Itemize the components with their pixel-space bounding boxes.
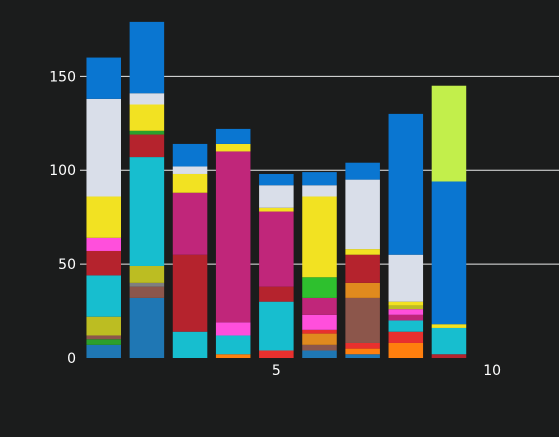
bar-segment xyxy=(129,286,165,298)
bar-segment xyxy=(345,254,380,283)
bar-segment xyxy=(345,342,380,349)
bar-segment xyxy=(86,250,121,276)
bar-segment xyxy=(388,320,424,332)
bar-stack xyxy=(388,113,424,358)
bar-stack xyxy=(259,173,294,358)
bar-segment xyxy=(302,196,337,278)
bar-segment xyxy=(129,130,165,135)
bar-segment xyxy=(129,21,165,94)
bar-segment xyxy=(345,297,380,343)
bar-segment xyxy=(302,297,337,315)
bar-stack xyxy=(172,143,208,358)
y-tick-label: 0 xyxy=(67,351,76,367)
bar-segment xyxy=(129,157,165,266)
bars xyxy=(86,21,467,358)
bar-segment xyxy=(86,275,121,317)
bar-segment xyxy=(345,249,380,255)
bar-segment xyxy=(215,151,251,323)
bar-segment xyxy=(129,134,165,158)
bar-stack xyxy=(302,172,337,358)
bar-segment xyxy=(172,192,208,255)
bar-segment xyxy=(388,254,424,302)
bar-segment xyxy=(302,350,337,358)
bar-segment xyxy=(172,173,208,193)
bar-stack xyxy=(86,57,121,358)
bar-segment xyxy=(215,354,251,358)
bar-segment xyxy=(172,143,208,167)
bar-stack xyxy=(215,128,251,358)
bar-segment xyxy=(302,333,337,345)
bar-segment xyxy=(129,104,165,131)
bar-segment xyxy=(431,327,467,355)
bar-segment xyxy=(345,179,380,250)
bar-segment xyxy=(345,348,380,355)
bar-segment xyxy=(345,354,380,358)
bar-segment xyxy=(86,339,121,345)
bar-segment xyxy=(259,211,294,287)
bar-segment xyxy=(302,314,337,330)
bar-stack xyxy=(129,21,165,358)
bar-segment xyxy=(129,93,165,105)
bar-segment xyxy=(172,166,208,174)
x-tick-label: 10 xyxy=(483,363,501,379)
bar-segment xyxy=(259,173,294,186)
bar-segment xyxy=(172,331,208,358)
bar-segment xyxy=(259,286,294,302)
bar-segment xyxy=(302,185,337,197)
bar-segment xyxy=(431,181,467,325)
bar-segment xyxy=(215,128,251,144)
bar-segment xyxy=(129,297,165,358)
bar-segment xyxy=(129,282,165,287)
bar-segment xyxy=(259,185,294,208)
bar-segment xyxy=(431,324,467,328)
bar-segment xyxy=(388,113,424,255)
bar-segment xyxy=(172,254,208,332)
bar-segment xyxy=(302,329,337,334)
bar-segment xyxy=(215,143,251,152)
bar-segment xyxy=(86,57,121,99)
y-tick-label: 50 xyxy=(58,257,76,273)
bar-segment xyxy=(215,322,251,336)
bar-segment xyxy=(388,331,424,343)
bar-segment xyxy=(345,282,380,298)
bar-segment xyxy=(345,162,380,180)
bar-segment xyxy=(388,314,424,321)
bar-segment xyxy=(86,196,121,238)
y-tick-label: 100 xyxy=(49,163,76,179)
x-tick-label: 5 xyxy=(272,363,281,379)
bar-segment xyxy=(86,316,121,336)
y-tick-label: 150 xyxy=(49,69,76,85)
bar-segment xyxy=(302,277,337,298)
bar-segment xyxy=(86,98,121,197)
bar-segment xyxy=(388,301,424,306)
bar-segment xyxy=(302,344,337,351)
bar-segment xyxy=(431,85,467,182)
bar-segment xyxy=(431,354,467,358)
bar-segment xyxy=(388,305,424,310)
bar-stack xyxy=(345,162,380,358)
bar-segment xyxy=(259,207,294,212)
bar-segment xyxy=(86,335,121,340)
bar-segment xyxy=(86,237,121,251)
axes: 0 50 100 150 5 10 xyxy=(49,69,501,379)
bar-segment xyxy=(388,309,424,315)
bar-segment xyxy=(302,172,337,186)
bar-segment xyxy=(129,265,165,283)
bar-segment xyxy=(388,342,424,358)
bar-segment xyxy=(86,344,121,358)
bar-segment xyxy=(215,335,251,355)
bar-segment xyxy=(259,350,294,358)
bar-stack xyxy=(431,85,467,358)
bar-segment xyxy=(259,301,294,351)
